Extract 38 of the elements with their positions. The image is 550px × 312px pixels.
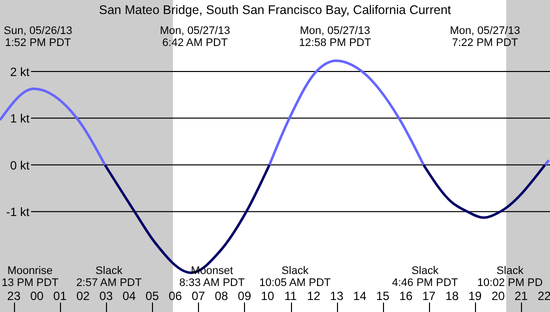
x-tick-label: 23	[7, 289, 21, 303]
x-tick-label: 06	[168, 289, 182, 303]
annotation: Slack 10:02 PM PD	[477, 265, 543, 289]
x-tick-label: 16	[399, 289, 413, 303]
y-tick-label: 2 kt	[10, 64, 30, 79]
x-tick-label: 12	[306, 289, 321, 303]
x-tick-label: 15	[376, 289, 390, 303]
x-tick-label: 04	[122, 289, 136, 303]
x-tick-label: 14	[353, 289, 367, 303]
chart-title: San Mateo Bridge, South San Francisco Bay, California Current	[98, 3, 452, 17]
annotation: Slack 10:05 AM PDT	[259, 265, 332, 289]
x-tick-label: 19	[468, 289, 482, 303]
x-tick-label: 21	[514, 289, 528, 303]
x-tick-label: 22	[538, 289, 550, 303]
x-tick-label: 00	[30, 289, 44, 303]
annotation: Moonrise 13 PM PDT	[2, 265, 59, 289]
annotation: Mon, 05/27/13 7:22 PM PDT	[450, 25, 520, 49]
x-tick-label: 05	[146, 289, 160, 303]
annotation: Slack 2:57 AM PDT	[76, 265, 142, 289]
x-tick-label: 08	[214, 289, 228, 303]
annotation: Sun, 05/26/13 1:52 PM PDT	[4, 25, 72, 49]
x-tick-label: 01	[53, 289, 67, 303]
x-tick-label: 10	[260, 289, 274, 303]
x-tick-label: 18	[445, 289, 459, 303]
x-tick-label: 11	[284, 289, 298, 303]
annotation: Slack 4:46 PM PDT	[392, 265, 458, 289]
x-tick-label: 02	[76, 289, 90, 303]
x-tick-label: 03	[99, 289, 114, 303]
x-tick-label: 17	[422, 289, 436, 303]
x-tick-label: 20	[491, 289, 506, 303]
y-tick-label: -1 kt	[6, 205, 30, 220]
x-tick-label: 07	[192, 289, 206, 303]
annotation: Mon, 05/27/13 6:42 AM PDT	[160, 25, 230, 49]
y-tick-label: 1 kt	[10, 112, 30, 126]
x-tick-label: 13	[330, 289, 344, 303]
annotation: Mon, 05/27/13 12:58 PM PDT	[298, 25, 372, 49]
x-tick-label: 09	[238, 289, 252, 303]
y-tick-label: 0 kt	[10, 158, 30, 172]
